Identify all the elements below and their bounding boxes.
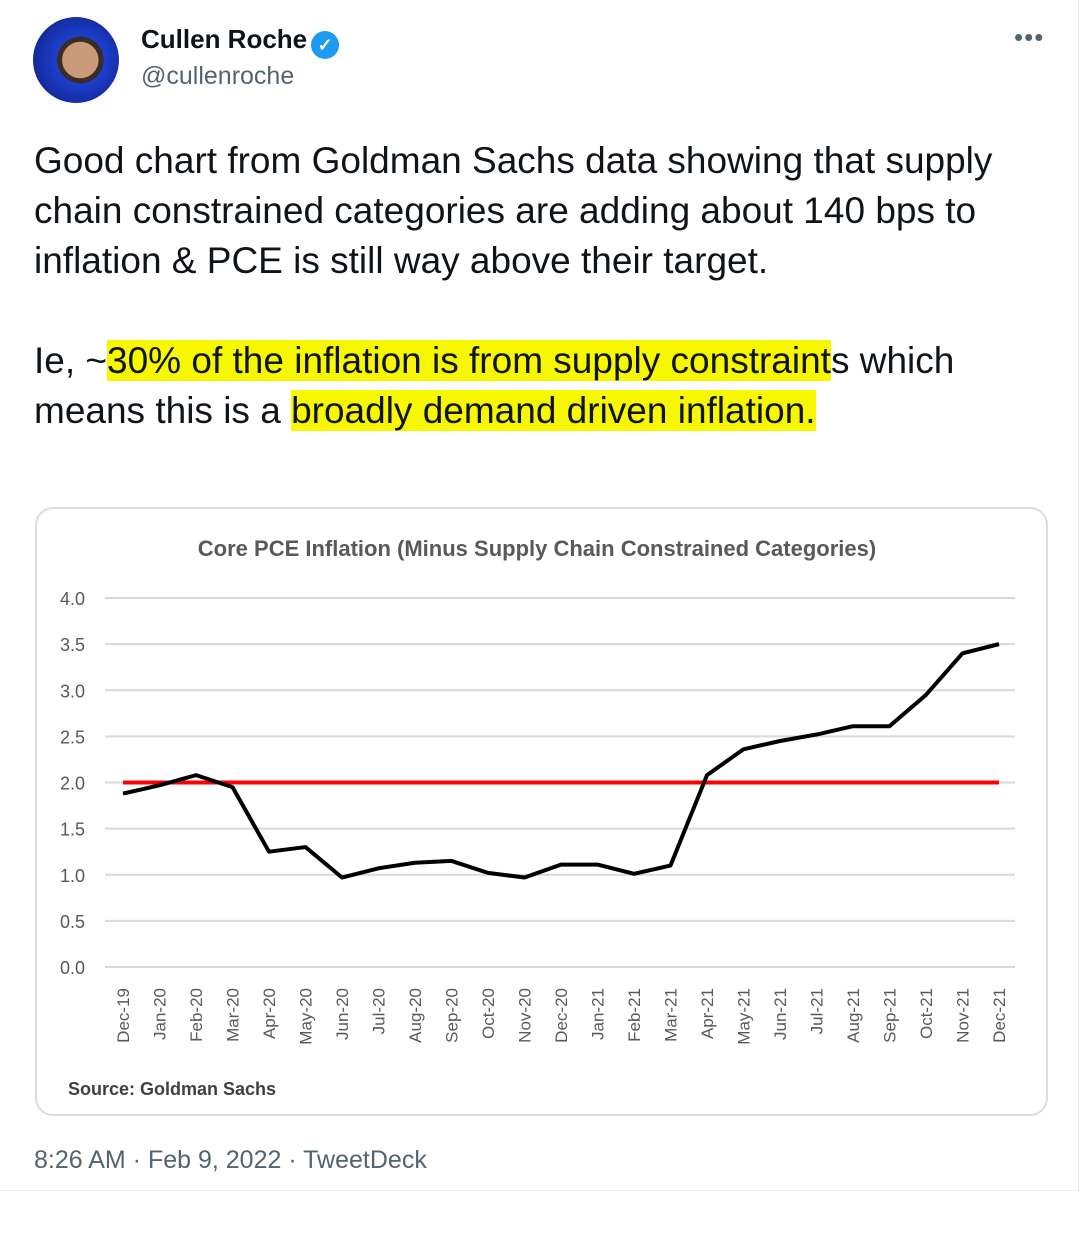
y-tick-label: 0.0: [60, 958, 85, 978]
x-tick-label: Jul-21: [808, 988, 827, 1034]
x-tick-label: Dec-19: [114, 988, 133, 1043]
x-tick-label: Jun-20: [333, 988, 352, 1040]
x-tick-label: Apr-20: [260, 988, 279, 1039]
chart-image[interactable]: Core PCE Inflation (Minus Supply Chain C…: [35, 507, 1048, 1116]
x-tick-label: Jan-20: [151, 988, 170, 1040]
x-tick-label: Dec-20: [552, 988, 571, 1043]
author-handle[interactable]: @cullenroche: [141, 62, 295, 90]
x-tick-label: Sep-21: [881, 988, 900, 1043]
x-tick-label: Feb-20: [187, 988, 206, 1042]
x-tick-label: Aug-20: [406, 988, 425, 1043]
x-tick-label: Mar-21: [662, 988, 681, 1042]
x-tick-label: Jul-20: [370, 988, 389, 1034]
y-tick-label: 0.5: [60, 912, 85, 932]
ellipsis-icon[interactable]: •••: [1014, 22, 1045, 52]
x-tick-label: Nov-21: [954, 988, 973, 1043]
chart-title: Core PCE Inflation (Minus Supply Chain C…: [198, 536, 876, 561]
tweet-footer: 8:26 AM · Feb 9, 2022 · TweetDeck: [34, 1146, 427, 1174]
series-line: [122, 642, 1000, 880]
x-tick-label: Apr-21: [698, 988, 717, 1039]
timestamp[interactable]: 8:26 AM: [34, 1146, 126, 1174]
chart-source: Source: Goldman Sachs: [68, 1079, 276, 1099]
x-tick-label: Dec-21: [990, 988, 1009, 1043]
y-tick-label: 1.0: [60, 866, 85, 886]
tweet-container: [0, 0, 1079, 1191]
y-tick-label: 1.5: [60, 820, 85, 840]
x-tick-label: Sep-20: [443, 988, 462, 1043]
x-tick-label: Nov-20: [516, 988, 535, 1043]
date[interactable]: Feb 9, 2022: [147, 1146, 282, 1174]
y-tick-label: 3.5: [60, 635, 85, 655]
x-tick-label: Oct-20: [479, 988, 498, 1039]
tweet-text: Good chart from Goldman Sachs data showi…: [34, 140, 993, 431]
y-tick-label: 3.0: [60, 681, 85, 701]
x-tick-label: Feb-21: [625, 988, 644, 1042]
y-tick-label: 2.5: [60, 727, 85, 747]
highlight: 30% of the inflation is from supply cons…: [107, 340, 831, 381]
avatar[interactable]: [33, 17, 119, 103]
x-tick-label: Jun-21: [771, 988, 790, 1040]
x-tick-label: Aug-21: [844, 988, 863, 1043]
x-tick-label: Jan-21: [589, 988, 608, 1040]
source-app[interactable]: TweetDeck: [303, 1146, 427, 1174]
x-tick-label: May-21: [735, 988, 754, 1045]
x-tick-label: Oct-21: [917, 988, 936, 1039]
verified-badge-icon: ✓: [311, 31, 340, 59]
y-tick-label: 4.0: [60, 589, 85, 609]
author-name[interactable]: Cullen Roche ✓: [141, 24, 340, 59]
highlight: broadly demand driven inflation.: [291, 390, 816, 431]
chart: Core PCE Inflation (Minus Supply Chain C…: [60, 536, 1015, 1099]
y-tick-label: 2.0: [60, 774, 85, 794]
x-tick-label: Mar-20: [224, 988, 243, 1042]
x-tick-label: May-20: [297, 988, 316, 1045]
